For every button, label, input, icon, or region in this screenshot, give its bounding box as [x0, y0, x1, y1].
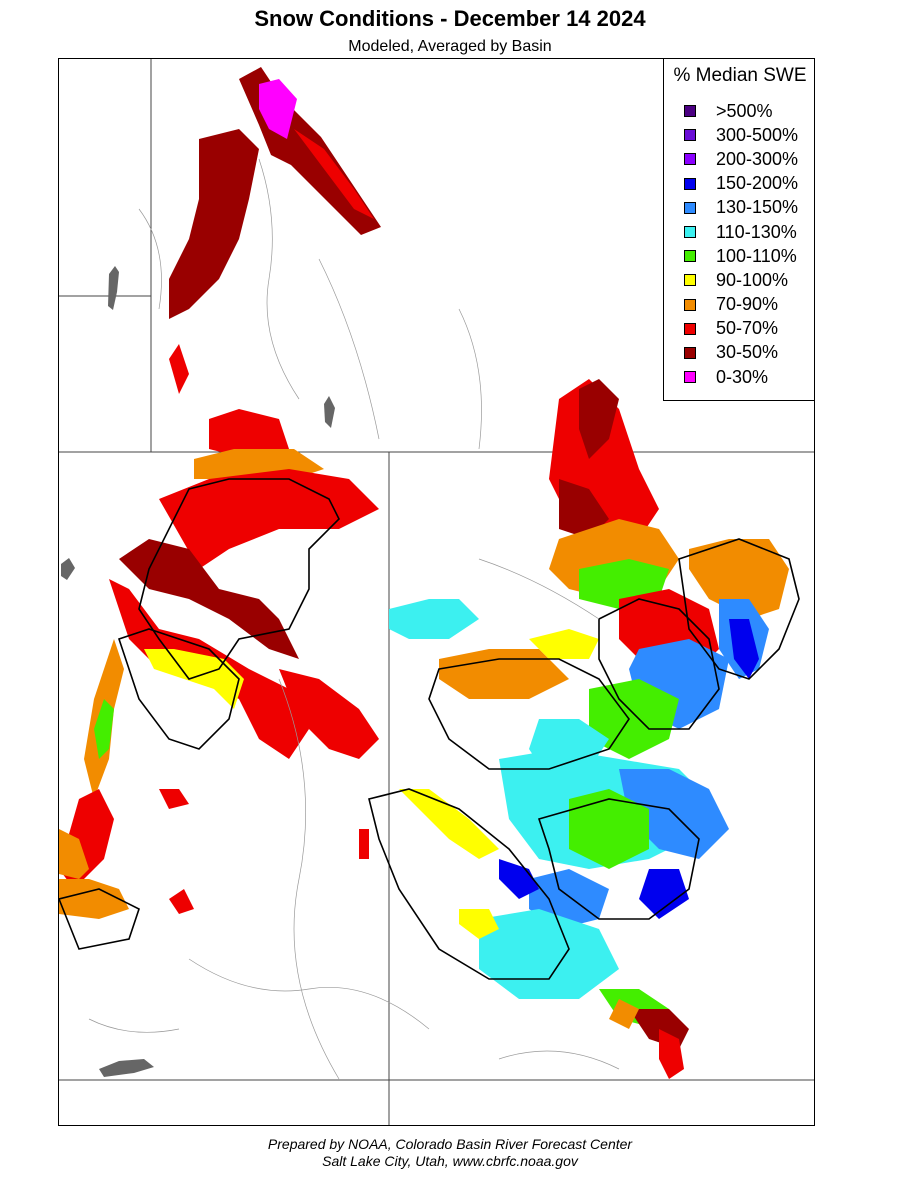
legend-item: 50-70%: [684, 317, 798, 341]
credit-line-1: Prepared by NOAA, Colorado Basin River F…: [267, 1136, 633, 1152]
legend-label: 30-50%: [716, 342, 779, 363]
legend-item: 200-300%: [684, 147, 798, 171]
legend-label: 100-110%: [716, 245, 797, 266]
legend-item: 90-100%: [684, 268, 798, 292]
legend-swatch: [684, 346, 696, 359]
legend-list: >500% 300-500% 200-300% 150-200% 130-150…: [684, 99, 798, 389]
legend-swatch: [684, 298, 696, 311]
legend-label: 90-100%: [716, 269, 789, 290]
legend-label: 50-70%: [716, 318, 779, 339]
legend-label: 150-200%: [716, 173, 799, 194]
legend-swatch: [684, 250, 696, 263]
legend-label: 130-150%: [716, 197, 799, 218]
legend-swatch: [684, 105, 696, 118]
basin-map: [59, 59, 814, 1125]
legend-item: 130-150%: [684, 196, 798, 220]
legend-item: 300-500%: [684, 123, 798, 147]
legend-title: % Median SWE: [673, 65, 807, 86]
legend-swatch: [684, 226, 696, 239]
legend-swatch: [684, 322, 696, 335]
map-title: Snow Conditions - December 14 2024: [254, 6, 646, 31]
legend-item: >500%: [684, 99, 798, 123]
map-subtitle: Modeled, Averaged by Basin: [348, 38, 552, 55]
legend-item: 110-130%: [684, 220, 798, 244]
legend-swatch: [684, 274, 696, 287]
legend-item: 150-200%: [684, 172, 798, 196]
legend-label: 110-130%: [716, 221, 797, 242]
legend-label: 200-300%: [716, 148, 799, 169]
legend-item: 0-30%: [684, 365, 798, 389]
snow-regions: [59, 67, 789, 1079]
credit-line-2: Salt Lake City, Utah, www.cbrfc.noaa.gov: [322, 1153, 578, 1169]
lakes: [61, 266, 335, 1077]
legend-swatch: [684, 153, 696, 166]
legend-swatch: [684, 177, 696, 190]
legend: % Median SWE >500% 300-500% 200-300% 150…: [663, 58, 815, 401]
legend-label: 70-90%: [716, 294, 779, 315]
legend-label: >500%: [716, 100, 773, 121]
legend-swatch: [684, 201, 696, 214]
legend-label: 0-30%: [716, 366, 769, 387]
legend-swatch: [684, 129, 696, 142]
river-lines: [88, 158, 620, 1080]
legend-swatch: [684, 371, 696, 384]
legend-item: 30-50%: [684, 341, 798, 365]
legend-item: 70-90%: [684, 293, 798, 317]
legend-label: 300-500%: [716, 124, 799, 145]
state-boundaries: [59, 59, 814, 1125]
legend-item: 100-110%: [684, 244, 798, 268]
basin-boundaries: [59, 478, 800, 980]
